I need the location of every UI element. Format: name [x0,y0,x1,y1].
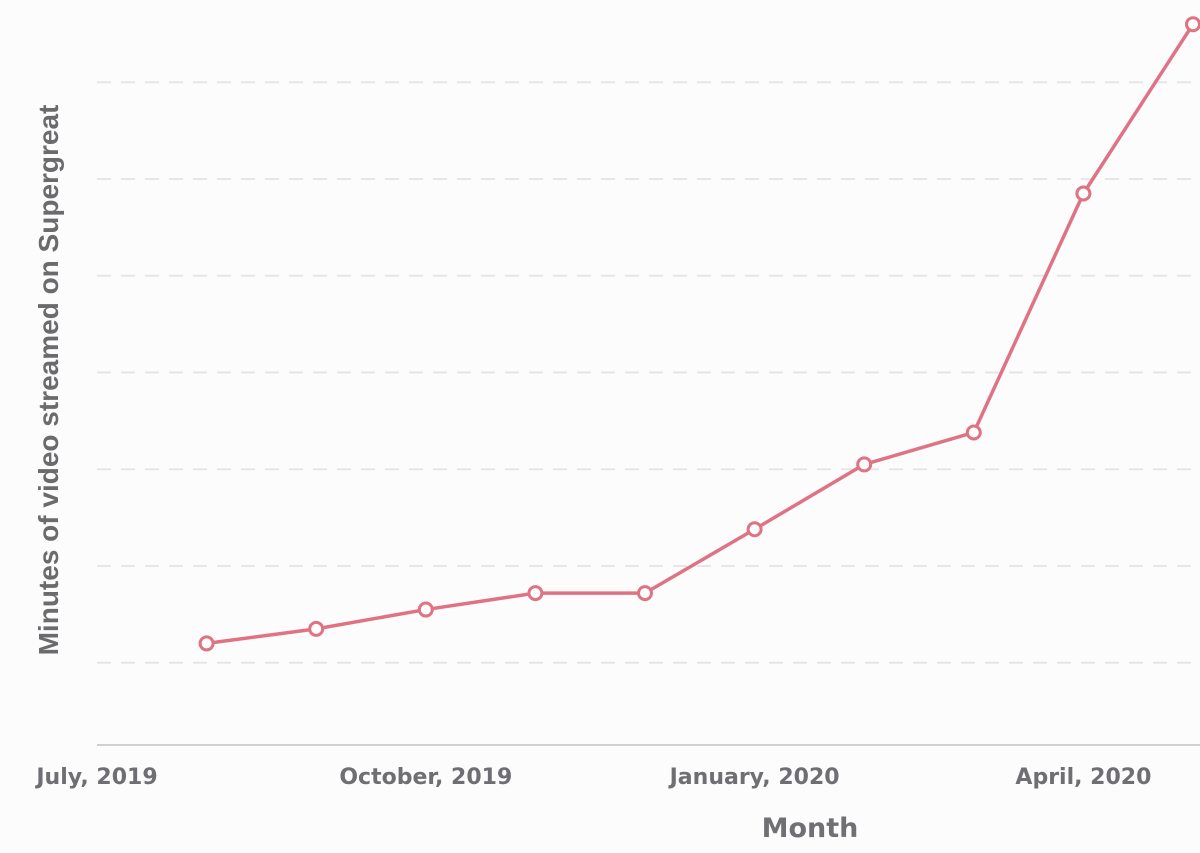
y-axis-title: Minutes of video streamed on Supergreat [33,105,64,656]
data-point[interactable] [1075,185,1092,202]
data-point[interactable] [637,585,653,602]
x-tick-label: April, 2020 [1015,765,1151,790]
x-tick-label: October, 2019 [339,765,512,790]
data-point[interactable] [198,635,215,652]
y-gridlines [97,81,1200,664]
data-point[interactable] [1185,16,1200,33]
x-tick-label: January, 2020 [668,765,840,790]
data-point[interactable] [308,620,325,637]
data-point[interactable] [746,521,763,538]
plot-area [198,16,1200,652]
data-point[interactable] [417,601,434,618]
x-tick-label: July, 2019 [34,765,157,790]
data-point[interactable] [965,424,982,441]
data-point[interactable] [856,456,873,473]
series-line [204,22,1195,646]
x-axis-title: Month [762,813,859,844]
x-tick-labels: July, 2019 October, 2019 January, 2020 Apri… [34,765,1151,790]
data-point[interactable] [527,585,544,602]
